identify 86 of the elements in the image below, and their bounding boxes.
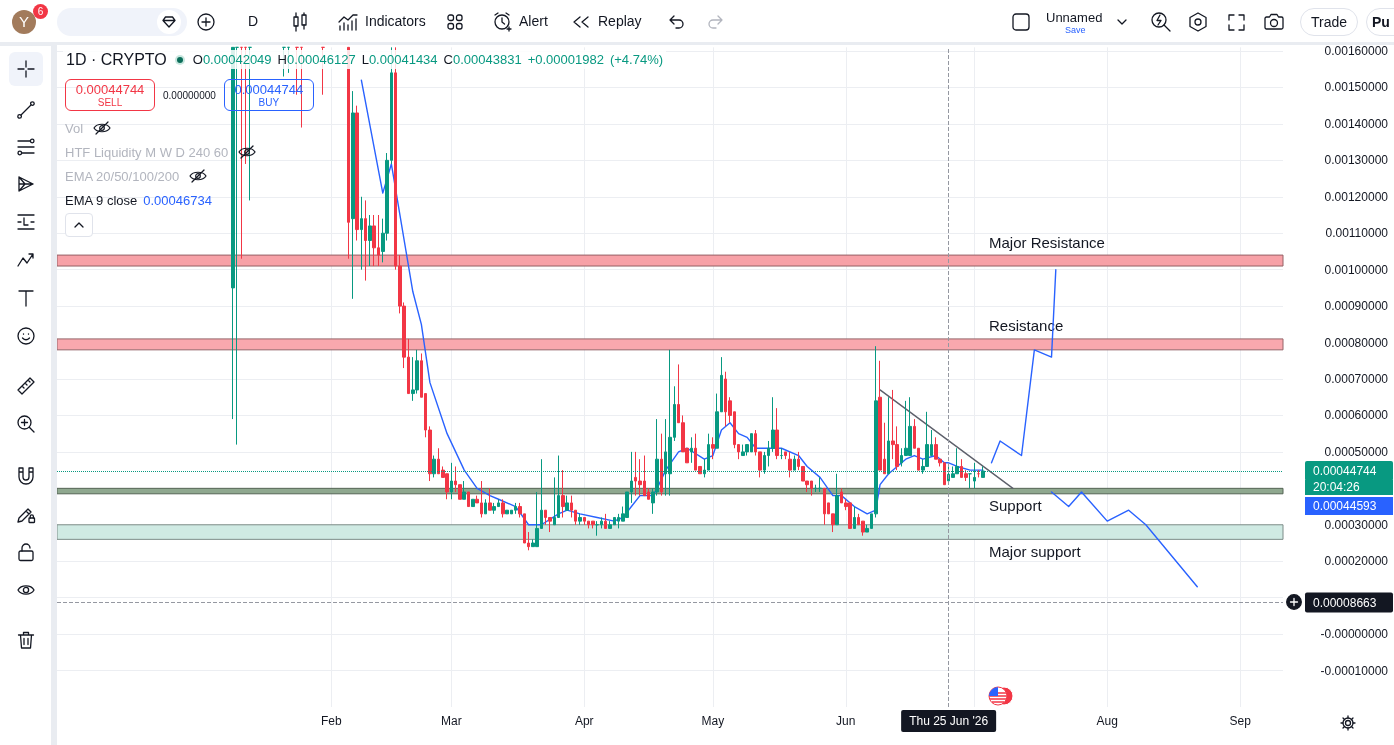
candlestick [501,498,505,518]
candlestick [471,498,475,508]
annotation: EMA 9 close [65,192,138,208]
candlestick [372,214,376,267]
x-tick-label: Jun [836,714,856,728]
candlestick [492,502,496,515]
candlestick [823,487,826,526]
y-tick-label: 0.00050000 [1324,444,1389,459]
annotation: SELL [97,96,123,109]
candlestick [488,487,492,511]
y-tick-label: 0.00070000 [1324,372,1389,386]
y-tick-label: 0.00020000 [1324,554,1389,569]
y-tick-label: 0.00090000 [1324,299,1389,314]
candlestick [360,196,363,271]
x-tick-label: Apr [574,714,594,728]
annotation: Vol [65,120,84,136]
candlestick [711,436,715,460]
text: 0.00044593 [1305,497,1393,516]
band-label: Major Resistance [989,233,1105,251]
candlestick [788,451,792,478]
y-tick-label: 0.00120000 [1324,189,1389,204]
candlestick [484,498,487,515]
candlestick [848,502,852,529]
candlestick [835,473,839,526]
text: O0.00042049 H0.00046127 L0.00041434 C0.00043831 +0.00001982 (+4.74%) [192,51,664,67]
y-tick-label: 0.00130000 [1324,153,1389,168]
y-tick-label: -0.00010000 [1320,663,1389,678]
y-tick-label: -0.00000000 [1320,627,1389,642]
chart-title: 1D · CRYPTO [66,50,167,69]
text: 20:04:26 [1305,480,1393,496]
button: 0.00044744 SELL [65,79,155,111]
y-tick-label: 0.00110000 [1325,226,1389,241]
y-tick-label: 0.00080000 [1324,335,1389,350]
text: Alert [519,13,548,29]
candlestick [784,451,787,460]
candlestick [690,436,693,464]
candlestick [878,360,882,471]
annotation: 0.00000000 [163,89,216,101]
annotation: 0.00044744 [75,81,145,97]
x-tick-label: May [701,714,725,728]
candlestick [775,407,779,460]
text: D [248,13,259,29]
candlestick [853,506,856,529]
candlestick [351,90,355,300]
y-tick-label: 0.00160000 [1324,44,1389,58]
candlestick [578,513,582,526]
y-tick-label: 0.00030000 [1324,517,1389,532]
annotation: 0.00046734 [143,192,212,208]
band-label: Major support [989,542,1082,560]
candlestick [908,396,912,457]
candlestick [660,433,663,497]
annotation: HTF Liquidity M W D 240 60 [65,144,229,160]
candlestick [467,491,470,508]
ref-line-label: 0.00044744 [1313,464,1377,479]
x-tick-label: Mar [441,714,462,728]
candlestick [565,495,569,511]
y-tick-label: 0.00060000 [1324,408,1389,423]
x-tick-label: Aug [1096,714,1118,728]
band-label: Support [989,497,1043,515]
ref-line-label: 0.00008663 [1313,595,1377,610]
line-series [360,79,984,526]
text: Unnamed [1046,10,1103,25]
annotation: EMA 20/50/100/200 [65,168,180,184]
candlestick [368,214,372,267]
candlestick [462,480,466,500]
candlestick [741,444,745,457]
candlestick [608,520,612,529]
candlestick [591,520,595,529]
candlestick [514,502,517,515]
annotation: BUY [258,96,280,109]
ref-line-label: Thu 25 Jun '26 [909,714,989,728]
candlestick [355,105,359,242]
candlestick [818,476,822,493]
x-tick-label: Feb [321,714,343,728]
candlestick [561,469,565,518]
text: Save [1065,25,1086,35]
text: Replay [598,13,642,29]
y-tick-label: 0.00150000 [1324,80,1389,95]
text: Indicators [365,13,426,29]
candlestick [583,516,586,526]
candlestick [595,520,599,537]
y-tick-label: 0.00100000 [1324,262,1389,277]
candlestick [604,513,607,529]
candlestick [364,199,367,282]
x-tick-label: Sep [1229,714,1252,728]
y-tick-label: 0.00140000 [1324,116,1389,131]
